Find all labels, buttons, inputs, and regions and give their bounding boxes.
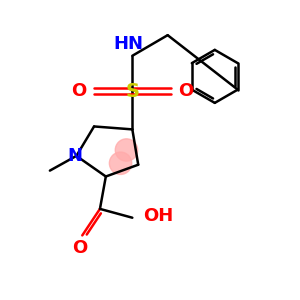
Circle shape [110, 152, 132, 174]
Text: O: O [71, 82, 87, 100]
Text: HN: HN [113, 35, 143, 53]
Text: O: O [72, 239, 87, 257]
Text: O: O [178, 82, 193, 100]
Circle shape [115, 139, 138, 161]
Text: N: N [68, 147, 82, 165]
Text: OH: OH [142, 207, 173, 225]
Text: S: S [125, 82, 139, 100]
